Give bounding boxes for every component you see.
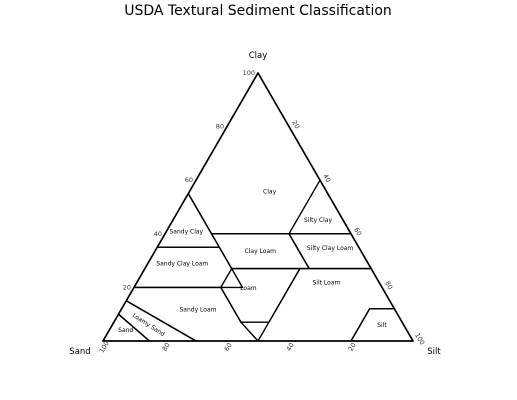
silt-axis-label: Silt xyxy=(427,347,441,357)
silt-tick-label: 80 xyxy=(383,280,394,291)
triangle-outline xyxy=(102,72,414,342)
silt-tick-label: 60 xyxy=(352,226,363,237)
region-sandy-clay xyxy=(156,192,221,248)
sand-axis-label: Sand xyxy=(69,347,90,357)
sand-tick-label: 60 xyxy=(223,341,234,352)
region-label-sandy-clay-loam: Sandy Clay Loam xyxy=(156,260,208,267)
region-label-clay: Clay xyxy=(263,188,277,195)
region-label-silty-clay-loam: Silty Clay Loam xyxy=(307,245,354,252)
silt-tick-label: 40 xyxy=(321,173,332,184)
sand-tick-label: 40 xyxy=(285,341,296,352)
region-sandy-loam xyxy=(125,286,259,342)
clay-tick-label: 60 xyxy=(185,176,193,184)
region-label-loamy-sand: Loamy Sand xyxy=(131,312,166,338)
region-label-clay-loam: Clay Loam xyxy=(245,248,277,255)
clay-tick-label: 100 xyxy=(243,69,255,77)
region-label-loam: Loam xyxy=(240,285,257,292)
sand-tick-label: 20 xyxy=(347,341,358,352)
region-label-sandy-clay: Sandy Clay xyxy=(169,228,203,235)
silt-tick-label: 20 xyxy=(290,119,301,130)
region-labels: Clay Sandy Clay Silty Clay Sandy Clay Loam C… xyxy=(118,188,387,338)
region-clay xyxy=(187,72,352,235)
region-loam xyxy=(220,267,301,323)
clay-axis-label: Clay xyxy=(249,51,268,61)
sand-tick-label: 100 xyxy=(98,340,111,355)
clay-tick-label: 80 xyxy=(216,123,224,131)
region-label-silty-clay: Silty Clay xyxy=(304,217,332,224)
region-label-sandy-loam: Sandy Loam xyxy=(180,306,217,313)
region-label-silt-loam: Silt Loam xyxy=(312,280,340,287)
region-silty-clay xyxy=(288,179,352,235)
region-label-sand: Sand xyxy=(118,327,133,334)
clay-tick-label: 40 xyxy=(154,230,162,238)
region-label-silt: Silt xyxy=(377,322,387,329)
silt-tick-label: 100 xyxy=(413,332,426,347)
chart-title: USDA Textural Sediment Classification xyxy=(124,3,392,19)
sand-tick-label: 80 xyxy=(161,341,172,352)
region-boundaries xyxy=(102,72,414,342)
clay-tick-label: 20 xyxy=(123,283,131,291)
axis-ticks: 20 40 60 80 100 20 40 60 80 100 100 80 60 40 20 xyxy=(98,69,427,354)
